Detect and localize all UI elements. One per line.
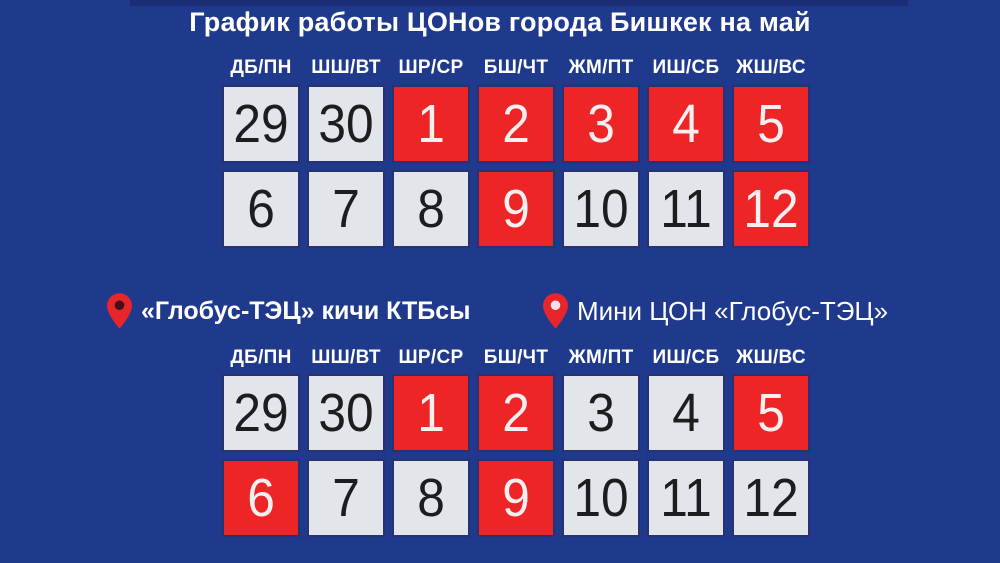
day-number: 30 <box>318 94 374 154</box>
day-cell-29: 29 <box>222 85 300 163</box>
day-cell-11: 11 <box>647 459 725 537</box>
day-number: 11 <box>660 179 712 239</box>
day-number: 11 <box>660 468 712 528</box>
day-number: 30 <box>318 383 374 443</box>
day-cell-2: 2 <box>477 374 555 452</box>
day-cell-9: 9 <box>477 170 555 248</box>
day-cell-12: 12 <box>732 170 810 248</box>
day-number: 9 <box>502 468 530 528</box>
map-pin-icon <box>543 293 568 329</box>
day-cell-5: 5 <box>732 85 810 163</box>
day-header: ДБ/ПН <box>230 347 292 368</box>
location-globus-tec-branch: «Глобус-ТЭЦ» кичи КТБсы <box>107 293 471 329</box>
day-number: 2 <box>502 94 530 154</box>
day-number: 8 <box>417 468 445 528</box>
day-number: 29 <box>233 94 289 154</box>
day-cell-5: 5 <box>732 374 810 452</box>
day-cell-2: 2 <box>477 85 555 163</box>
day-cell-3: 3 <box>562 374 640 452</box>
day-cell-30: 30 <box>307 374 385 452</box>
day-header: ЖШ/ВС <box>736 57 806 78</box>
day-cell-6: 6 <box>222 170 300 248</box>
day-header: ШР/СР <box>398 57 464 78</box>
day-header: ШР/СР <box>398 347 464 368</box>
day-header: ШШ/ВТ <box>311 347 381 368</box>
day-cell-9: 9 <box>477 459 555 537</box>
day-cell-30: 30 <box>307 85 385 163</box>
location-label: Мини ЦОН «Глобус-ТЭЦ» <box>577 295 889 326</box>
day-header: БШ/ЧТ <box>483 57 549 78</box>
day-cell-7: 7 <box>307 459 385 537</box>
day-number: 3 <box>587 383 615 443</box>
day-cell-4: 4 <box>647 374 725 452</box>
main-calendar-day-headers: ДБ/ПН ШШ/ВТ ШР/СР БШ/ЧТ ЖМ/ПТ ИШ/СБ ЖШ/ВС <box>222 57 810 79</box>
location-label: «Глобус-ТЭЦ» кичи КТБсы <box>141 296 471 325</box>
day-cell-1: 1 <box>392 374 470 452</box>
day-number: 1 <box>417 94 445 154</box>
day-number: 2 <box>502 383 530 443</box>
globus-calendar: 29 30 1 2 3 4 5 6 7 8 9 10 11 12 <box>222 374 810 537</box>
day-header: ДБ/ПН <box>230 57 292 78</box>
day-cell-11: 11 <box>647 170 725 248</box>
day-number: 12 <box>743 468 799 528</box>
day-cell-7: 7 <box>307 170 385 248</box>
day-cell-10: 10 <box>562 170 640 248</box>
day-number: 5 <box>757 383 785 443</box>
day-number: 4 <box>672 383 700 443</box>
day-cell-1: 1 <box>392 85 470 163</box>
day-header: ЖШ/ВС <box>736 347 806 368</box>
main-calendar: 29 30 1 2 3 4 5 6 7 8 9 10 11 12 <box>222 85 810 248</box>
day-number: 10 <box>573 179 629 239</box>
page-title: График работы ЦОНов города Бишкек на май <box>189 7 811 37</box>
day-number: 6 <box>247 468 275 528</box>
day-number: 5 <box>757 94 785 154</box>
day-cell-10: 10 <box>562 459 640 537</box>
day-number: 8 <box>417 179 445 239</box>
day-number: 1 <box>417 383 445 443</box>
day-cell-8: 8 <box>392 459 470 537</box>
day-number: 9 <box>502 179 530 239</box>
top-edge-strip <box>130 0 908 6</box>
day-number: 6 <box>247 179 275 239</box>
day-cell-3: 3 <box>562 85 640 163</box>
day-header: ЖМ/ПТ <box>568 347 634 368</box>
day-number: 7 <box>332 179 360 239</box>
day-cell-29: 29 <box>222 374 300 452</box>
day-number: 10 <box>573 468 629 528</box>
day-cell-8: 8 <box>392 170 470 248</box>
map-pin-icon <box>107 293 132 329</box>
day-header: ИШ/СБ <box>652 347 720 368</box>
day-number: 3 <box>587 94 615 154</box>
globus-calendar-day-headers: ДБ/ПН ШШ/ВТ ШР/СР БШ/ЧТ ЖМ/ПТ ИШ/СБ ЖШ/ВС <box>222 347 810 369</box>
day-cell-12: 12 <box>732 459 810 537</box>
day-header: ШШ/ВТ <box>311 57 381 78</box>
day-header: ЖМ/ПТ <box>568 57 634 78</box>
day-number: 7 <box>332 468 360 528</box>
day-header: ИШ/СБ <box>652 57 720 78</box>
day-number: 29 <box>233 383 289 443</box>
day-header: БШ/ЧТ <box>483 347 549 368</box>
location-mini-tson-globus-tec: Мини ЦОН «Глобус-ТЭЦ» <box>543 293 888 329</box>
day-number: 12 <box>743 179 799 239</box>
day-cell-6: 6 <box>222 459 300 537</box>
day-number: 4 <box>672 94 700 154</box>
day-cell-4: 4 <box>647 85 725 163</box>
